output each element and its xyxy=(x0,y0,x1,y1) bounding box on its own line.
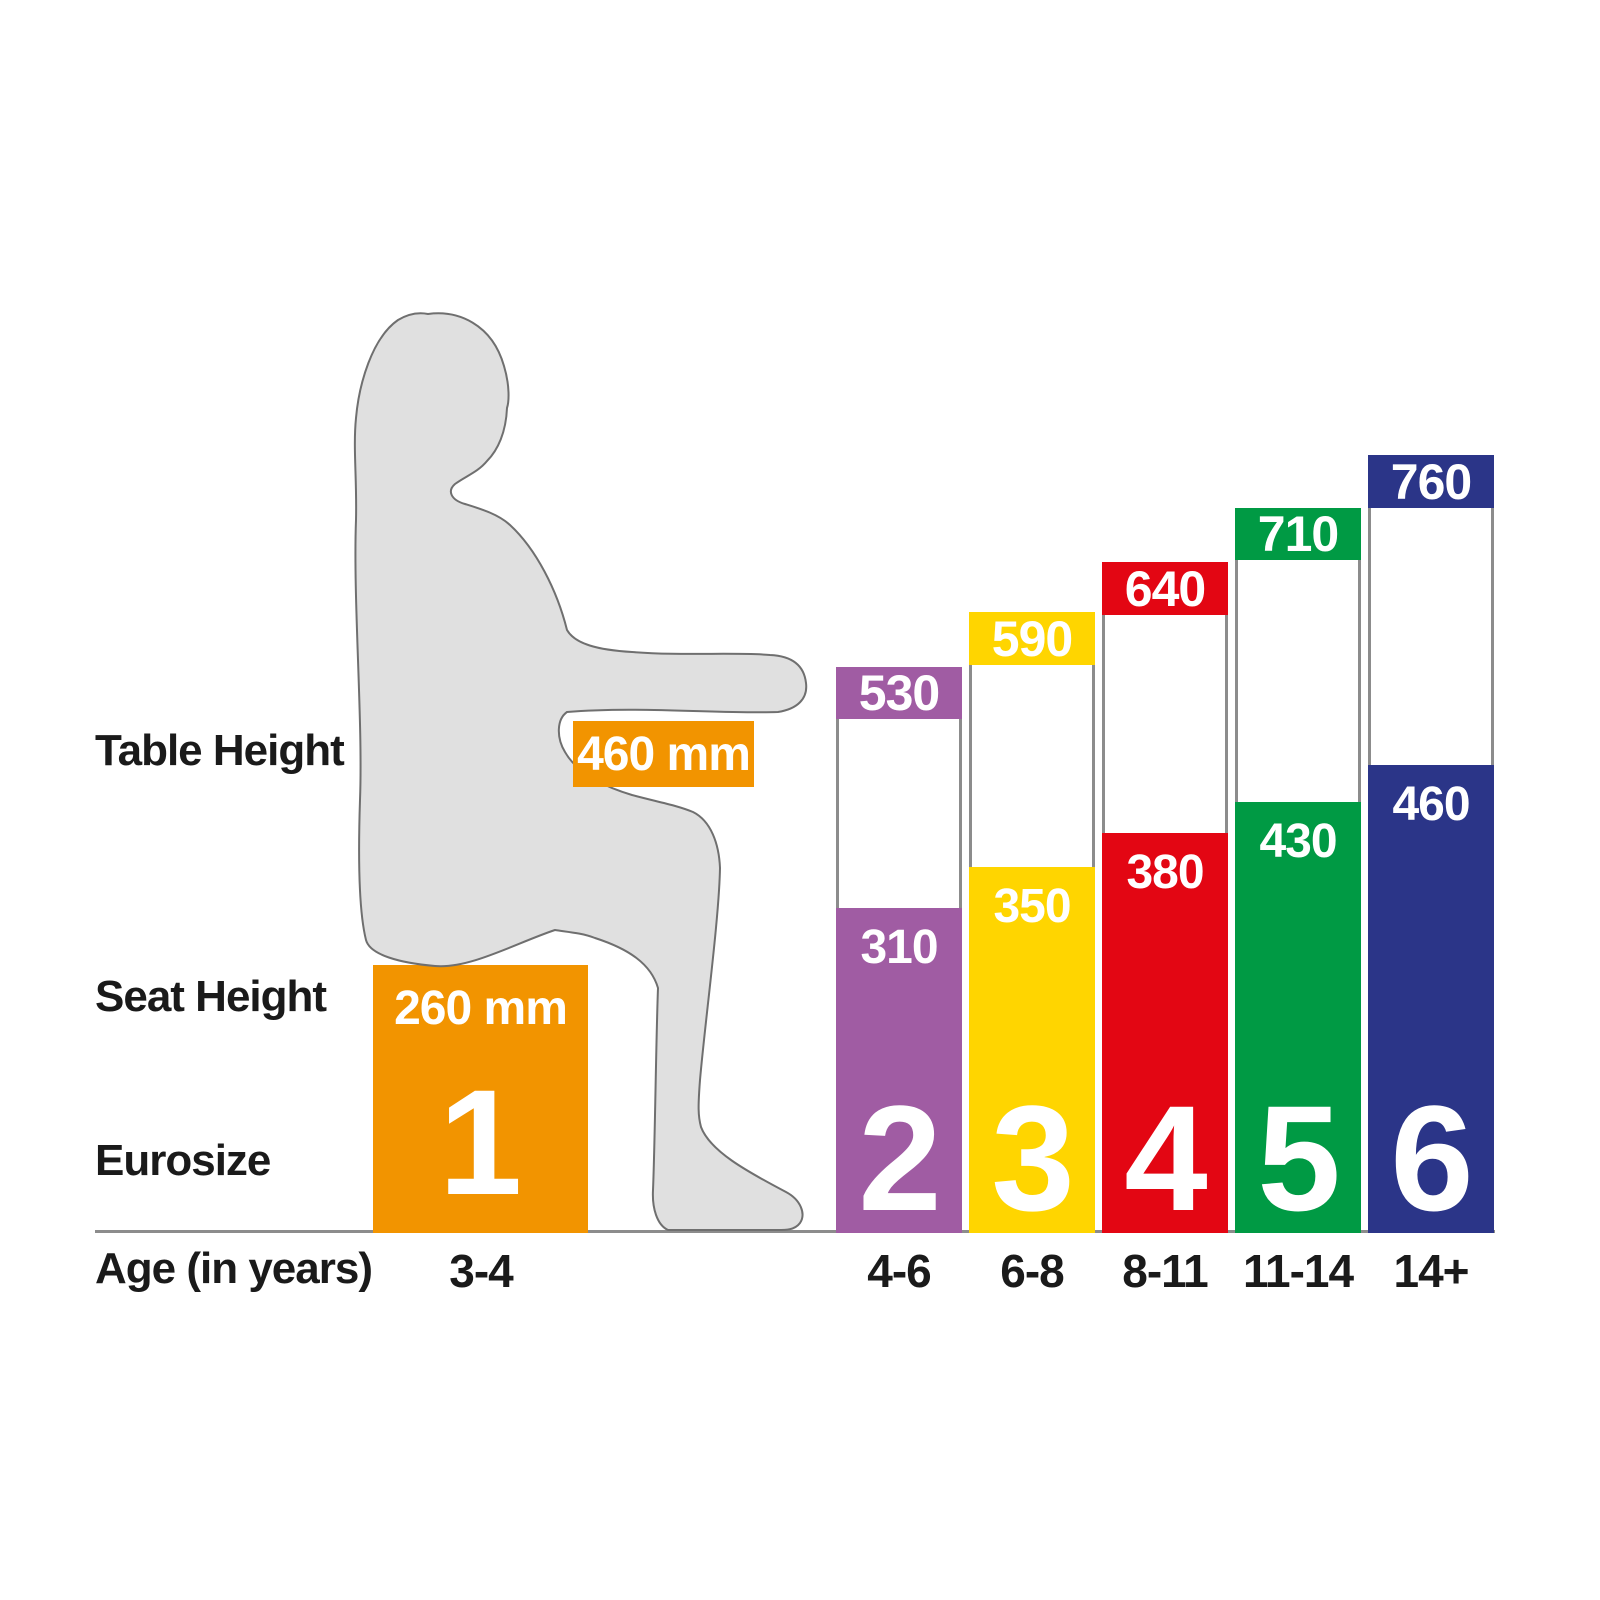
seat-height-value: 350 xyxy=(993,880,1071,933)
eurosize-number: 4 xyxy=(1124,1074,1207,1242)
seat-height-value: 310 xyxy=(860,921,938,974)
seat-height-value: 460 xyxy=(1392,778,1470,831)
column-gap-segment xyxy=(836,719,962,908)
table-height-cap: 530 xyxy=(836,665,962,721)
age-group-size2: 4-6 xyxy=(867,1245,931,1297)
age-group-size1: 3-4 xyxy=(449,1245,513,1297)
table-height-cap: 760 xyxy=(1368,453,1494,510)
eurosize-number: 5 xyxy=(1257,1074,1340,1242)
table-height-value: 590 xyxy=(991,610,1073,667)
size1-seat-height-value: 260 mm xyxy=(394,982,568,1035)
table-height-value: 640 xyxy=(1124,560,1206,617)
table-height-cap: 640 xyxy=(1102,560,1228,617)
column-gap-segment xyxy=(1102,615,1228,833)
column-gap-segment xyxy=(1368,508,1494,765)
table-height-label: Table Height xyxy=(95,726,345,775)
eurosize-number: 3 xyxy=(991,1074,1074,1242)
age-group-size4: 8-11 xyxy=(1122,1245,1209,1297)
table-height-value: 710 xyxy=(1257,506,1339,562)
baseline-ground-line xyxy=(95,1230,1495,1233)
seat-height-label: Seat Height xyxy=(95,972,327,1021)
column-gap-segment xyxy=(969,665,1095,867)
age-axis-label: Age (in years) xyxy=(95,1244,373,1293)
age-group-size3: 6-8 xyxy=(1000,1245,1064,1297)
seat-height-segment: 430 5 xyxy=(1235,802,1361,1233)
age-group-size5: 11-14 xyxy=(1242,1245,1354,1297)
size1-table-height-badge: 460 mm xyxy=(573,721,754,787)
seat-height-value: 430 xyxy=(1259,815,1337,868)
size1-seat-block: 260 mm 1 xyxy=(373,965,588,1233)
size1-table-height-value: 460 mm xyxy=(577,727,751,781)
seat-height-value: 380 xyxy=(1126,846,1204,899)
seat-height-segment: 460 6 xyxy=(1368,765,1494,1233)
eurosize-label: Eurosize xyxy=(95,1136,271,1185)
table-height-value: 530 xyxy=(858,665,940,721)
eurosize-number: 2 xyxy=(858,1074,941,1242)
column-gap-segment xyxy=(1235,560,1361,802)
seat-height-segment: 310 2 xyxy=(836,908,962,1233)
seat-height-segment: 350 3 xyxy=(969,867,1095,1233)
table-height-cap: 710 xyxy=(1235,506,1361,562)
eurosize-number: 6 xyxy=(1390,1074,1473,1242)
age-group-size6: 14+ xyxy=(1393,1245,1469,1297)
size1-eurosize-number: 1 xyxy=(438,1058,523,1226)
table-height-value: 760 xyxy=(1390,453,1472,510)
seat-height-segment: 380 4 xyxy=(1102,833,1228,1233)
table-height-cap: 590 xyxy=(969,610,1095,667)
